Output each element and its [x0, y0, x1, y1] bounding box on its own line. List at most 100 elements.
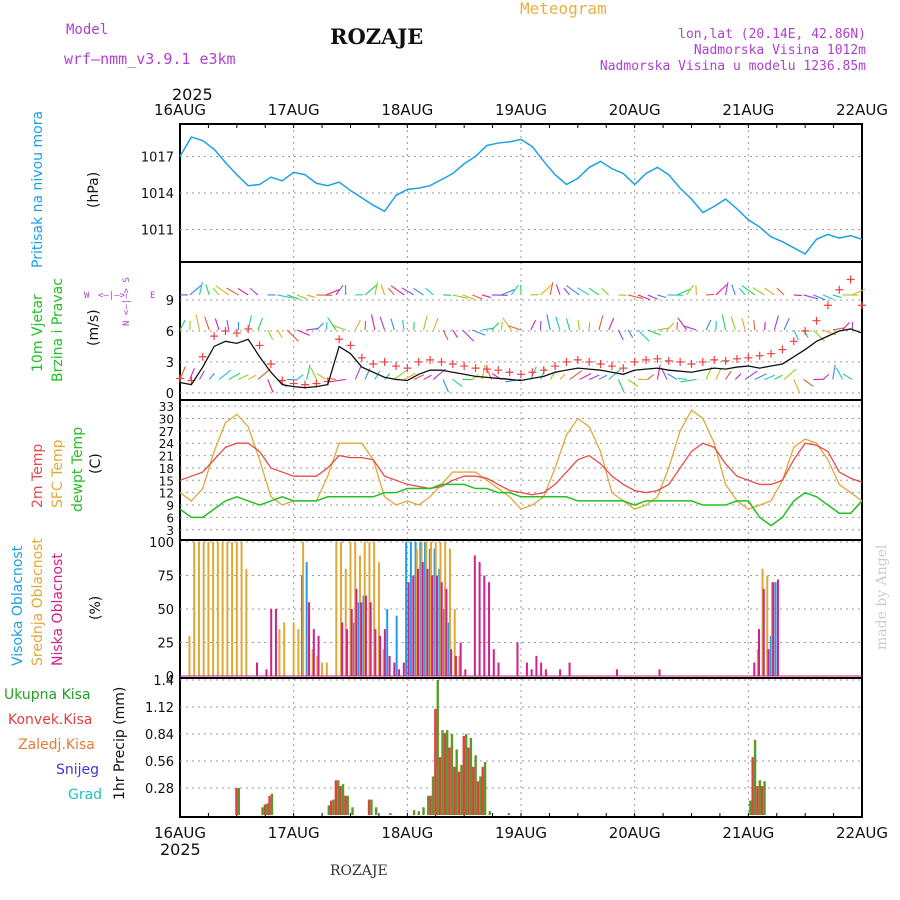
- cloud-bar-niska: [492, 649, 495, 676]
- y-tick-label-temperature: 3: [166, 524, 174, 538]
- wind-arrow: [852, 288, 866, 296]
- cloud-bar-srednja: [325, 662, 328, 676]
- precip-total-bar: [479, 776, 482, 815]
- wind-arrow: [676, 288, 690, 296]
- wind-arrow: [741, 285, 756, 296]
- wind-gust-mark: [858, 301, 866, 310]
- precip-total-bar: [427, 795, 430, 815]
- wind-arrow: [413, 287, 424, 296]
- wind-arrow: [647, 373, 655, 380]
- wind-arrow: [306, 327, 319, 331]
- wind-gust-mark: [823, 301, 832, 310]
- precip-legend-hail: Grad: [68, 787, 102, 803]
- precip-total-bar: [341, 784, 345, 815]
- wind-arrow: [576, 287, 590, 296]
- cloud-bar-srednja: [415, 548, 418, 676]
- pressure-line: [179, 136, 863, 255]
- precip-conv-bar: [235, 788, 238, 815]
- wind-arrow: [267, 379, 274, 393]
- wind-arrow: [555, 316, 561, 331]
- cloud-bar-niska: [478, 562, 481, 676]
- precip-conv-bar: [263, 804, 267, 815]
- wind-arrow: [364, 284, 377, 296]
- year-top: 2025: [172, 85, 213, 104]
- wind-arrow: [257, 368, 271, 380]
- wind-arrow: [647, 329, 661, 336]
- wind-gust-mark: [414, 357, 423, 366]
- cloud-bar-srednja: [434, 542, 437, 676]
- cloud-bar-visoka: [300, 575, 303, 676]
- precip-total-bar: [753, 739, 757, 815]
- cloud-bar-srednja: [756, 649, 759, 676]
- cloud-bar-niska: [407, 582, 410, 676]
- y-tick-label-wind: 3: [166, 356, 174, 371]
- wind-arrow: [189, 368, 195, 380]
- wind-arrow: [333, 325, 346, 331]
- cloud-bar-niska: [317, 635, 320, 676]
- wind-arrow: [555, 284, 561, 296]
- cloud-bar-visoka: [357, 602, 360, 676]
- wind-gust-mark: [698, 357, 707, 366]
- cloud-bar-niska: [767, 649, 770, 676]
- wind-arrow: [329, 378, 346, 383]
- wind-gust-mark: [255, 341, 264, 350]
- y-tick-label-pressure: 1011: [141, 224, 174, 239]
- y-tick-label-cloud: 100: [149, 536, 174, 551]
- credit-text: made by Angel: [874, 544, 890, 650]
- precip-legend-total: Ukupna Kisa: [4, 687, 91, 703]
- wind-gust-mark: [653, 354, 662, 363]
- wind-gust-mark: [210, 332, 219, 341]
- time-label-bottom: 18AUG: [381, 824, 433, 842]
- precip-conv-bar: [268, 795, 271, 815]
- precip-total-bar: [464, 734, 468, 815]
- cloud-bar-niska: [402, 662, 405, 676]
- wind-arrow: [214, 318, 220, 331]
- precip-total-bar: [763, 781, 766, 815]
- precip-total-bar: [758, 780, 762, 815]
- cloud-bar-niska: [776, 579, 779, 676]
- cloud-bar-srednja: [444, 542, 447, 676]
- wind-arrow: [774, 374, 783, 380]
- y-tick-label-temperature: 18: [159, 462, 174, 476]
- precip-total-bar: [441, 730, 444, 815]
- wind-gust-mark: [630, 357, 639, 366]
- dewpoint-line: [179, 483, 863, 527]
- precip-total-bar: [474, 755, 477, 815]
- cloud-bar-srednja: [231, 542, 234, 676]
- cloud-bar-niska: [535, 655, 538, 676]
- cloud-bar-visoka: [386, 609, 389, 676]
- wind-arrow: [598, 315, 604, 331]
- wind-arrow: [731, 284, 736, 296]
- cloud-bar-srednja: [297, 629, 300, 676]
- y-tick-label-wind: 0: [166, 387, 174, 402]
- wind-arrow: [598, 374, 608, 380]
- wind-gust-mark: [551, 362, 560, 371]
- y-tick-label-temperature: 33: [159, 400, 174, 414]
- wind-arrow: [296, 329, 311, 336]
- wind-arrow: [286, 329, 299, 342]
- wind-arrow: [754, 373, 767, 380]
- cloud-bar-srednja: [188, 635, 191, 676]
- temp-label-2m: 2m Temp: [30, 444, 46, 508]
- cloud-bar-srednja: [458, 655, 461, 676]
- precip-total-bar: [266, 803, 269, 815]
- wind-arrow: [195, 314, 201, 331]
- cloud-bar-niska: [379, 635, 382, 676]
- precip-conv-bar: [457, 771, 461, 815]
- wind-unit: (m/s): [86, 309, 102, 346]
- time-label-bottom: 20AUG: [609, 824, 661, 842]
- time-label-top: 22AUG: [836, 101, 888, 119]
- wind-gust-mark: [642, 355, 651, 364]
- precip-total-bar: [450, 734, 454, 815]
- panel-frame-temperature: [179, 399, 863, 541]
- wind-arrow: [481, 294, 491, 298]
- cloud-bar-srednja: [311, 649, 314, 676]
- precip-legend-snow: Snijeg: [56, 762, 99, 778]
- wind-arrow: [249, 288, 259, 296]
- y-tick-label-temperature: 6: [166, 511, 174, 525]
- precip-conv-bar: [429, 795, 432, 815]
- wind-arrow: [306, 294, 316, 298]
- wind-arrow: [559, 373, 566, 380]
- y-tick-label-temperature: 27: [159, 425, 174, 439]
